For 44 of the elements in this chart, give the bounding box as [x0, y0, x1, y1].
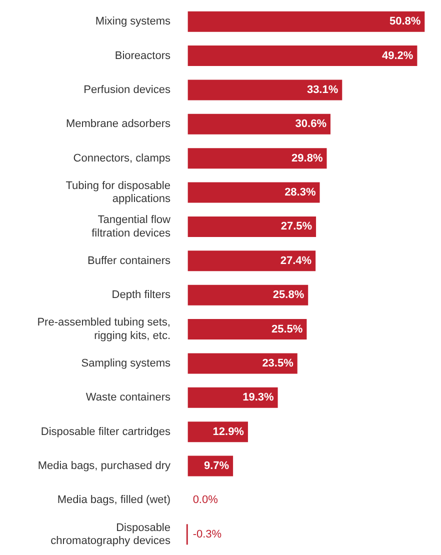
- data-label: 12.9%: [212, 426, 244, 438]
- y-tick-label: Disposable filter cartridges: [40, 426, 171, 438]
- y-tick-label: Tubing for disposable applications: [66, 180, 171, 206]
- data-label: -0.3%: [192, 528, 222, 540]
- y-tick-label: Waste containers: [86, 392, 171, 404]
- y-tick-label: Depth filters: [112, 289, 171, 302]
- data-label: 50.8%: [389, 16, 421, 28]
- bar: [188, 216, 316, 237]
- data-label: 30.6%: [295, 118, 327, 130]
- data-label: 25.5%: [272, 323, 303, 336]
- data-label: 25.8%: [272, 289, 304, 302]
- y-tick-label: Buffer containers: [88, 254, 171, 267]
- data-label: 33.1%: [306, 84, 338, 96]
- data-label: 19.3%: [242, 392, 274, 404]
- y-tick-label: Perfusion devices: [84, 84, 171, 96]
- bar: [188, 11, 425, 32]
- y-tick-label: Tangential flow filtration devices: [92, 214, 171, 240]
- bar: [188, 182, 320, 203]
- data-label: 49.2%: [382, 50, 414, 62]
- y-tick-label: Bioreactors: [114, 50, 171, 62]
- y-tick-label: Sampling systems: [81, 357, 171, 370]
- y-tick-label: Media bags, filled (wet): [57, 494, 171, 506]
- data-label: 9.7%: [204, 460, 230, 472]
- bar: [188, 319, 307, 340]
- bar: [188, 250, 316, 272]
- data-label: 27.4%: [280, 254, 312, 267]
- data-label: 0.0%: [192, 494, 218, 506]
- y-tick-label: Connectors, clamps: [73, 152, 171, 164]
- bar: [188, 353, 298, 374]
- bar: [188, 387, 278, 408]
- data-label: 28.3%: [284, 186, 316, 199]
- data-label: 27.5%: [280, 220, 312, 233]
- y-tick-label: Mixing systems: [95, 16, 171, 28]
- data-label: 23.5%: [262, 357, 294, 370]
- bar: [188, 284, 308, 306]
- y-tick-label: Pre-assembled tubing sets, rigging kits, etc.: [37, 316, 171, 342]
- y-tick-label: Disposable chromatography devices: [50, 522, 171, 548]
- y-tick-label: Membrane adsorbers: [66, 118, 171, 130]
- bar: [188, 114, 330, 134]
- data-label: 29.8%: [292, 152, 323, 164]
- bar: [188, 80, 342, 100]
- bar: [188, 46, 418, 66]
- bar: [188, 148, 327, 169]
- y-tick-label: Media bags, purchased dry: [38, 460, 171, 472]
